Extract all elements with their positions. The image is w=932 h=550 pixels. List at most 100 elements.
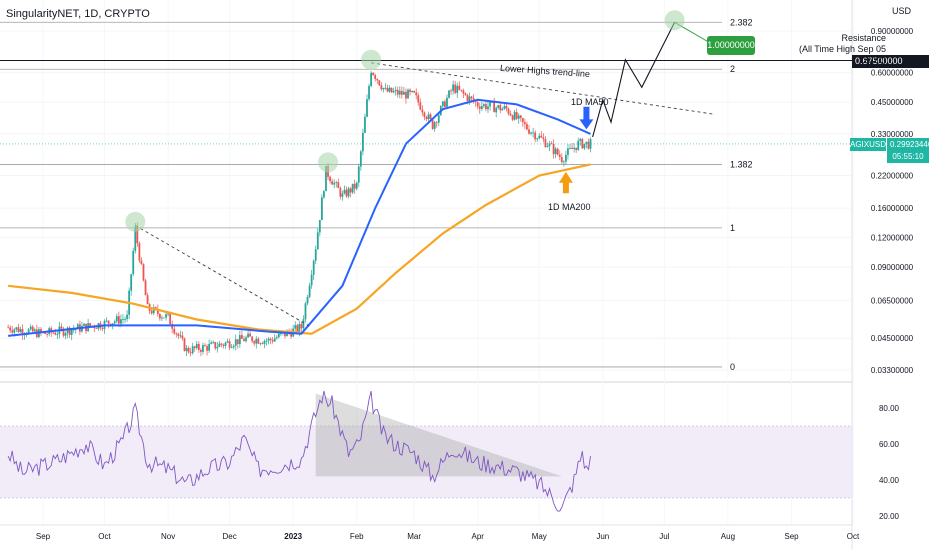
candle-body (359, 151, 362, 167)
candle-body (552, 144, 555, 155)
candle-body (304, 303, 307, 320)
candle-body (521, 118, 524, 123)
candle-body (120, 319, 122, 324)
candle-body (323, 191, 325, 198)
countdown-tag: 05:55:10 (887, 151, 929, 163)
candle-body (357, 166, 360, 183)
candle-body (193, 346, 196, 349)
candle-body (558, 154, 561, 158)
candle-body (249, 333, 252, 337)
price-tick-label: 0.16000000 (871, 204, 914, 213)
candle-body (390, 87, 393, 93)
candle-body (345, 189, 348, 197)
candle-body (134, 226, 137, 251)
candle-body (388, 87, 391, 92)
candle-body (339, 188, 342, 197)
candle-body (70, 330, 73, 335)
candle-body (556, 148, 559, 155)
candle-body (341, 193, 344, 197)
candle-body (519, 115, 522, 119)
candle-body (544, 139, 547, 148)
ma200-arrow-icon (558, 171, 573, 194)
price-tick-label: 0.22000000 (871, 171, 914, 180)
price-tick-label: 0.03300000 (871, 366, 914, 375)
candle-body (136, 226, 139, 244)
candle-body (415, 92, 418, 96)
candle-body (398, 90, 401, 95)
candle-body (462, 90, 465, 94)
fib-level-label: 2 (730, 64, 735, 74)
candle-body (202, 345, 204, 352)
candle-body (175, 333, 178, 335)
candle-body (183, 338, 186, 351)
candle-body (33, 329, 36, 332)
ma200-note: 1D MA200 (548, 202, 591, 212)
candle-body (72, 329, 75, 331)
candle-body (210, 342, 213, 345)
price-tick-label: 0.33000000 (871, 130, 914, 139)
candle-body (386, 87, 389, 92)
target-badge: 1.00000000 (707, 36, 755, 55)
candle-body (19, 329, 22, 333)
candle-body (349, 188, 352, 193)
candle-body (487, 106, 489, 110)
candle-body (411, 90, 414, 92)
candle-body (261, 343, 264, 345)
fib-level-label: 1 (730, 223, 735, 233)
candle-body (44, 332, 46, 334)
candle-body (532, 132, 535, 134)
candle-body (64, 333, 67, 336)
candle-body (523, 122, 526, 125)
time-tick-label: Sep (784, 532, 799, 541)
candle-body (394, 89, 397, 92)
candle-body (83, 323, 85, 326)
candle-body (247, 333, 249, 338)
candle-body (511, 115, 514, 120)
candle-body (220, 343, 223, 345)
candle-body (433, 122, 436, 129)
candle-body (437, 115, 440, 123)
candle-body (476, 102, 479, 107)
candle-body (515, 112, 518, 119)
candle-body (536, 138, 539, 140)
candle-body (501, 108, 504, 111)
candle-body (273, 338, 276, 342)
candle-body (466, 95, 469, 102)
candle-body (138, 243, 141, 261)
candle-body (212, 342, 215, 343)
candle-body (464, 93, 467, 96)
candle-body (124, 319, 126, 320)
candle-body (150, 310, 153, 314)
candle-body (569, 147, 571, 149)
candle-body (585, 141, 588, 144)
price-tick-label: 0.60000000 (871, 69, 914, 78)
candle-body (366, 99, 368, 117)
candle-body (444, 101, 446, 107)
candle-body (384, 87, 387, 89)
projection-path (592, 22, 676, 138)
candle-body (329, 176, 331, 182)
price-tick-label: 0.06500000 (871, 296, 914, 305)
candle-body (31, 326, 34, 332)
candle-body (298, 324, 301, 332)
candle-body (156, 308, 159, 315)
candle-body (548, 143, 551, 147)
candle-body (382, 88, 385, 90)
candle-body (284, 332, 286, 337)
candle-body (68, 327, 71, 335)
candle-body (320, 197, 323, 221)
candle-body (407, 89, 409, 99)
chart-title: SingularityNET, 1D, CRYPTO (6, 8, 150, 20)
time-tick-label: Mar (407, 532, 421, 541)
candle-body (314, 249, 317, 261)
candle-body (482, 104, 485, 107)
candle-body (271, 340, 274, 342)
candle-body (62, 328, 65, 336)
candle-body (526, 124, 528, 130)
candle-body (126, 314, 128, 320)
candle-body (472, 98, 475, 102)
candle-body (513, 112, 516, 120)
candle-body (485, 104, 487, 110)
candle-body (495, 107, 498, 113)
